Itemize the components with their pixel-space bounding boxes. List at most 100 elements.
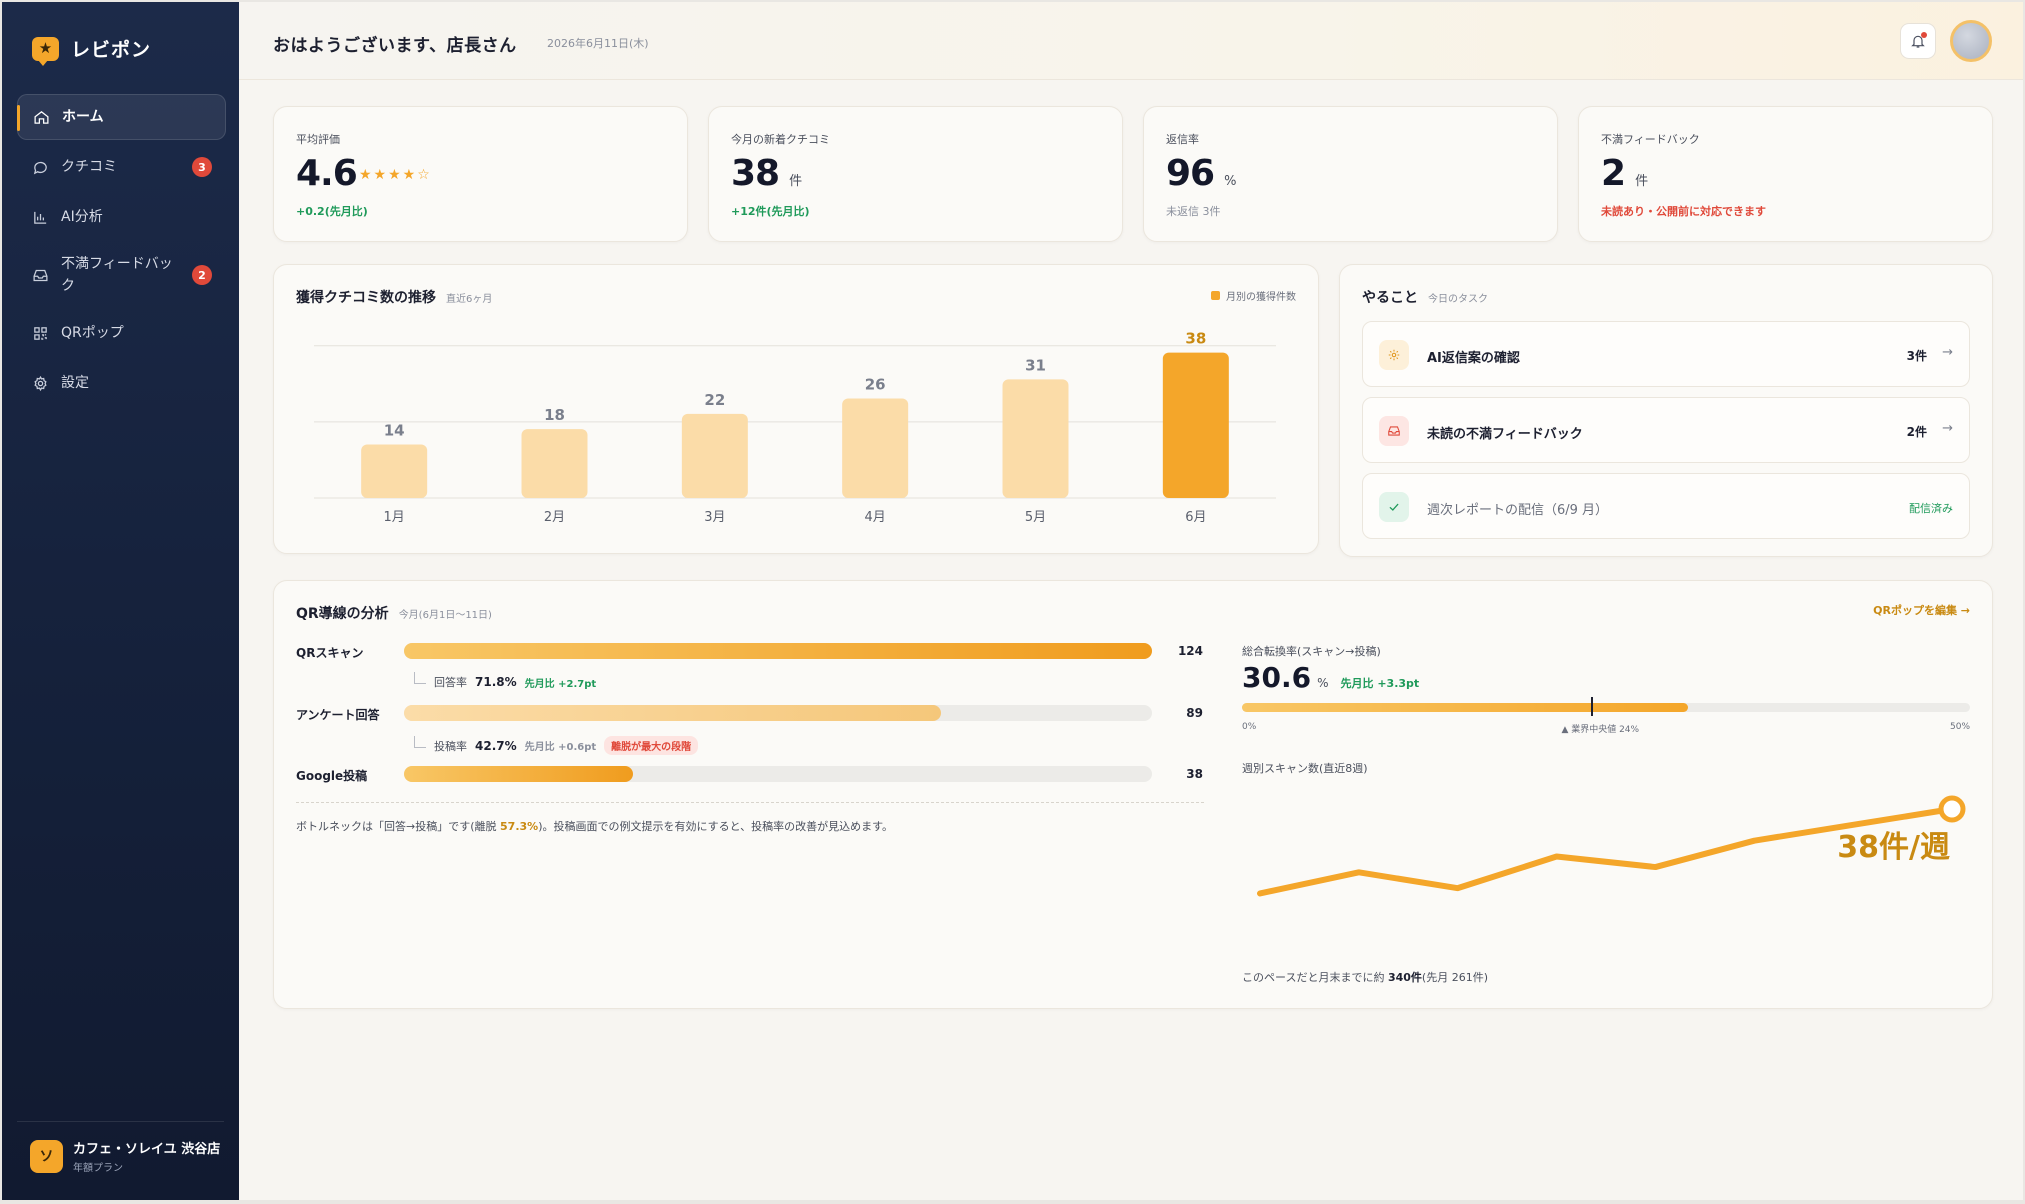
todo-card: やること 今日のタスク AI返信案の確認 3件 → 未読の不満フィードバック 2件… (1339, 264, 1993, 557)
todo-item-weekly-report[interactable]: 週次レポートの配信（6/9 月） 配信済み (1362, 473, 1970, 539)
sidebar-item-reviews[interactable]: クチコミ 3 (17, 144, 226, 190)
kpi-delta: +12件(先月比) (731, 205, 810, 218)
main-content: おはようございます、店長さん 2026年6月11日(木) 平均評価 4.6 ★★… (239, 2, 2023, 1200)
kpi-card-rating: 平均評価 4.6 ★★★★☆ +0.2(先月比) (273, 106, 688, 242)
step-delta: 先月比 +2.7pt (524, 678, 597, 690)
data-point (1456, 887, 1459, 890)
store-avatar: ソ (30, 1139, 63, 1173)
bar-value-label: 14 (384, 421, 405, 439)
check-icon (1379, 492, 1409, 522)
bottleneck-note: ボトルネックは「回答→投稿」です(離脱 57.3%)。投稿画面での例文提示を有効… (296, 818, 893, 834)
pace-value: 340件 (1387, 971, 1422, 984)
card-title: やること 今日のタスク (1362, 287, 1488, 307)
kpi-unit: 件 (1635, 174, 1649, 189)
conversion-value: 30.6% 先月比 +3.3pt (1242, 661, 1419, 694)
kpi-value: 96% (1166, 153, 1236, 194)
bar (361, 444, 428, 498)
funnel-label: アンケート回答 (296, 708, 380, 722)
brand[interactable]: ★ レビポン (32, 35, 152, 66)
gear-icon (31, 374, 49, 392)
sidebar-item-settings[interactable]: 設定 (17, 360, 226, 406)
todo-title: やること (1362, 290, 1418, 306)
conversion-fill (1242, 703, 1688, 712)
x-tick-label: 3月 (704, 510, 725, 525)
step-name: 投稿率 (434, 739, 467, 753)
step-name: 回答率 (434, 676, 467, 689)
pace-text: このペースだと月末までに約 (1242, 971, 1388, 984)
funnel-label: QRスキャン (296, 646, 364, 660)
kpi-unit: % (1224, 174, 1237, 189)
store-switcher[interactable]: ソ カフェ・ソレイユ 渋谷店 年額プラン (17, 1121, 224, 1174)
sidebar-item-feedback[interactable]: 不満フィードバック 2 (17, 244, 226, 306)
kpi-unit: 件 (789, 174, 803, 189)
todo-item-feedback[interactable]: 未読の不満フィードバック 2件 → (1362, 397, 1970, 463)
arrow-right-icon: → (1942, 345, 1953, 360)
data-point (1852, 823, 1855, 826)
data-point (1555, 855, 1558, 858)
unread-badge: 3 (192, 157, 212, 177)
note-text: ボトルネックは「回答→投稿」です(離脱 (296, 820, 501, 833)
user-avatar[interactable] (1950, 20, 1992, 62)
notifications-button[interactable] (1900, 23, 1936, 59)
greeting: おはようございます、店長さん (273, 36, 517, 56)
star-chat-icon: ★ (32, 36, 59, 66)
legend-label: 月別の獲得件数 (1226, 292, 1296, 303)
todo-item-ai-replies[interactable]: AI返信案の確認 3件 → (1362, 321, 1970, 387)
sidebar-item-ai-analysis[interactable]: AI分析 (17, 194, 226, 240)
inbox-icon (1379, 416, 1409, 446)
todo-subtitle: 今日のタスク (1428, 294, 1488, 305)
kpi-label: 今月の新着クチコミ (731, 133, 830, 146)
legend-swatch (1211, 291, 1220, 300)
funnel-fill (404, 643, 1152, 659)
unread-badge: 2 (192, 265, 212, 285)
qr-analysis-card: QR導線の分析 今月(6月1日〜11日) QRポップを編集 → QRスキャン 12… (273, 580, 1993, 1009)
x-tick-label: 5月 (1025, 510, 1046, 525)
benchmark-marker (1591, 697, 1594, 716)
todo-label: 週次レポートの配信（6/9 月） (1427, 503, 1609, 518)
funnel-bar-survey (404, 705, 1152, 721)
funnel-bar-google (404, 766, 1152, 782)
step-rate: 42.7% (475, 738, 517, 753)
series-line (1257, 806, 1955, 897)
todo-label: AI返信案の確認 (1427, 351, 1520, 366)
sidebar-item-home[interactable]: ホーム (17, 94, 226, 140)
notification-dot (1921, 32, 1927, 38)
end-value-label: 38件/週 (1837, 830, 1950, 865)
connector-line (414, 672, 426, 684)
filled-stars: ★★★★ (359, 167, 418, 183)
sidebar-item-label: ホーム (62, 109, 104, 125)
connector-line (414, 735, 426, 748)
funnel-bar-scan (404, 643, 1152, 659)
bar-value-label: 26 (865, 376, 886, 394)
kpi-number: 38 (731, 153, 780, 194)
x-tick-label: 2月 (544, 510, 565, 525)
sidebar: ★ レビポン ホーム クチコミ 3 AI分析 (2, 2, 239, 1200)
brand-name: レビポン (71, 39, 152, 61)
todo-count: 2件 (1906, 425, 1927, 439)
sidebar-item-label: 不満フィードバック (61, 256, 173, 294)
kpi-label: 不満フィードバック (1601, 133, 1700, 146)
bar-value-label: 18 (544, 406, 565, 424)
conversion-delta: 先月比 +3.3pt (1340, 677, 1420, 690)
funnel-fill (404, 766, 633, 782)
todo-label: 未読の不満フィードバック (1427, 427, 1583, 442)
sidebar-item-qr-pop[interactable]: QRポップ (17, 310, 226, 356)
bar-value-label: 31 (1025, 356, 1046, 374)
funnel-value: 38 (1186, 767, 1203, 781)
bar (1002, 379, 1069, 498)
qr-subtitle: 今月(6月1日〜11日) (398, 610, 492, 621)
divider (296, 802, 1204, 803)
conversion-bar (1242, 697, 1970, 716)
bottleneck-badge: 離脱が最大の段階 (604, 736, 699, 755)
axis-tick-min: 0% (1242, 722, 1257, 732)
funnel-fill (404, 705, 942, 721)
bar-value-label: 38 (1185, 330, 1206, 348)
weekly-scans-chart: 38件/週 (1257, 795, 1966, 897)
kpi-card-new-reviews: 今月の新着クチコミ 38 件 +12件(先月比) (708, 106, 1123, 242)
store-plan: 年額プラン (73, 1163, 123, 1174)
data-point (1753, 839, 1756, 842)
edit-qr-pop-link[interactable]: QRポップを編集 → (1873, 604, 1970, 617)
rating-stars: ★★★★☆ (359, 167, 432, 183)
bar (521, 429, 588, 498)
